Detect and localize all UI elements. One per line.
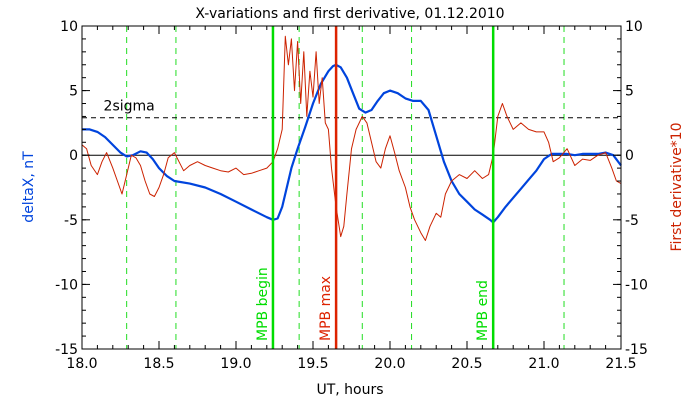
x-tick-label-0: 18.0 [66,356,97,372]
y-tick-label-left-2: 0 [69,148,78,164]
chart-title: X-variations and first derivative, 01.12… [195,6,504,22]
x-tick-label-4: 20.0 [374,356,405,372]
x-tick-label-3: 19.5 [297,356,328,372]
y-tick-label-right-4: -10 [625,277,648,293]
marker-label-1: MPB max [318,276,334,341]
series-line-derivative [81,35,622,241]
y-axis-right-label: First derivative*10 [669,122,685,251]
y-axis-left-label: deltaX, nT [21,151,37,223]
y-tick-label-right-5: -15 [625,342,648,358]
plot-area: 2sigma MPB begin MPB max MPB end 18.0 18.5 19.… [55,19,648,372]
y-tick-label-right-2: 0 [625,148,634,164]
x-tick-label-5: 20.5 [451,356,482,372]
sigma-label: 2sigma [104,99,155,115]
y-tick-label-left-5: -15 [55,342,78,358]
y-tick-label-left-1: 5 [69,84,78,100]
series-line-deltax [82,63,622,224]
y-tick-label-left-4: -10 [55,277,78,293]
y-tick-label-left-3: -5 [64,213,78,229]
y-tick-label-right-0: 10 [625,19,643,35]
y-tick-label-right-3: -5 [625,213,639,229]
x-tick-label-2: 19.0 [220,356,251,372]
x-axis-label: UT, hours [316,382,383,398]
y-tick-label-left-0: 10 [60,19,78,35]
marker-label-0: MPB begin [255,267,271,341]
x-tick-label-6: 21.0 [528,356,559,372]
marker-label-2: MPB end [475,280,491,341]
x-tick-label-7: 21.5 [605,356,636,372]
y-tick-label-right-1: 5 [625,84,634,100]
plot-border [81,25,622,350]
x-tick-label-1: 18.5 [143,356,174,372]
